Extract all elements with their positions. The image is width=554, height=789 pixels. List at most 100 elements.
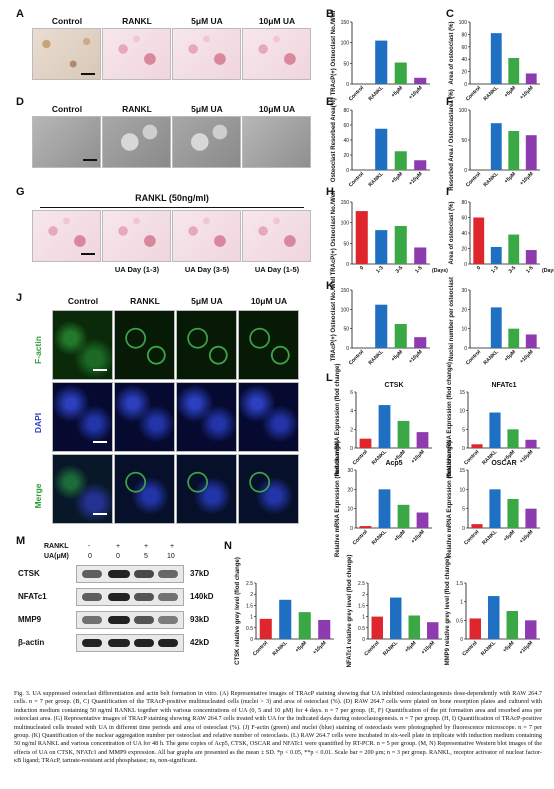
chart-e-xtick-label-2: +5μM [390, 171, 404, 185]
photo-g-day0 [32, 210, 101, 262]
chart-i-xtick-label-3: 1-5 [525, 265, 535, 275]
chart-n3-ytick-label-1: 0.5 [456, 618, 463, 624]
chart-l4-title: OSCAR [491, 460, 516, 467]
col-label-d-rankl: RANKL [122, 104, 152, 114]
chart-b-bar-3 [414, 77, 427, 84]
chart-k1-ytick-label-0: 0 [346, 346, 349, 352]
chart-k1-bar-3 [414, 337, 427, 348]
chart-l3-bar-2 [397, 504, 410, 528]
wb-size-mmp9: 93kD [190, 615, 210, 624]
chart-n1-ytick-label-2: 1 [250, 615, 253, 621]
chart-l2-ytick-label-1: 5 [462, 427, 465, 433]
chart-l4-ytick-label-3: 15 [459, 468, 465, 474]
chart-e-ytick-label-0: 0 [346, 168, 349, 174]
photo-g-day1-3 [102, 210, 171, 262]
chart-l3-bar-0 [359, 526, 372, 528]
wb-ua-lane-1: 0 [88, 553, 92, 560]
wb-ua-lane-2: 0 [116, 553, 120, 560]
wb-size-nfatc1: 140kD [190, 592, 214, 601]
chart-n2-bar-1 [390, 597, 402, 639]
chart-n1-ytick-label-5: 2.5 [246, 581, 253, 587]
chart-c-ytick-label-1: 20 [461, 70, 467, 76]
col-label-a-control: Control [51, 16, 83, 26]
chart-k2-ytick-label-2: 20 [461, 307, 467, 313]
photo-j-merge-control [52, 454, 113, 524]
photo-d-control [32, 116, 101, 168]
photo-a-rankl [102, 28, 171, 80]
chart-l1-title: CTSK [384, 382, 403, 389]
chart-n1-ytick-label-4: 2 [250, 592, 253, 598]
chart-c-xtick-label-1: RANKL [483, 85, 501, 103]
wb-rankl-lane-2: + [116, 543, 121, 550]
chart-l2-xtick-label-2: +5μM [503, 449, 517, 463]
chart-l2-bar-3 [525, 439, 537, 448]
chart-c-xtick-label-3: +10μM [519, 85, 535, 101]
chart-l1-xtick-label-2: +5μM [393, 449, 407, 463]
chart-l2-ytick-label-0: 0 [462, 446, 465, 452]
wb-rankl-lane-4: + [170, 543, 175, 550]
chart-h-ytick-label-2: 100 [341, 221, 350, 227]
chart-k1-xtick-label-1: RANKL [368, 349, 386, 367]
col-label-a-10um: 10μM UA [258, 16, 296, 26]
chart-i-ytick-label-0: 0 [464, 262, 467, 268]
chart-l2-ytick-label-3: 15 [459, 390, 465, 396]
chart-c-ytick-label-0: 0 [464, 82, 467, 88]
figure-caption: Fig. 3. UA suppressed osteoclast differe… [14, 690, 542, 765]
chart-l3-ylabel: Relative mRNA Expression (flod change) [335, 441, 341, 557]
chart-k1-xtick-label-2: +5μM [390, 349, 404, 363]
chart-n2-xtick-label-0: Control [363, 640, 381, 658]
chart-h-xtick-label-3: 1-5 [414, 265, 424, 275]
chart-n3-bar-1 [488, 596, 500, 639]
chart-b-xtick-label-2: +5μM [390, 85, 404, 99]
chart-k1-xtick-label-0: Control [348, 349, 366, 367]
col-label-a-rankl: RANKL [122, 16, 152, 26]
chart-h-days-suffix: (Days) [432, 268, 448, 274]
wb-ua-label: UA(μM) [44, 553, 69, 560]
panel-label-h: H [326, 186, 334, 198]
chart-k1-bar-1 [375, 304, 388, 348]
wb-band-nfatc1-4 [158, 593, 178, 601]
chart-i-bar-0 [473, 217, 485, 264]
chart-l4-bar-0 [471, 524, 483, 528]
chart-c-bar-1 [490, 33, 502, 84]
chart-i-bar-3 [525, 250, 537, 264]
chart-l2-xtick-label-0: Control [463, 449, 481, 467]
chart-c-ytick-label-4: 80 [461, 32, 467, 38]
chart-h-ytick-label-1: 50 [343, 241, 349, 247]
chart-k2-bar-3 [525, 334, 537, 348]
chart-e-xtick-label-0: Control [348, 171, 366, 189]
chart-b-xtick-label-1: RANKL [368, 85, 386, 103]
chart-n1-xtick-label-1: RANKL [272, 640, 290, 658]
chart-n1-xtick-label-3: +10μM [312, 640, 328, 656]
chart-h-bar-1 [375, 230, 388, 264]
chart-h-xtick-label-0: 0 [359, 265, 365, 271]
chart-n1-ytick-label-1: 0.5 [246, 626, 253, 632]
chart-n2-bar-0 [371, 616, 383, 639]
photo-j-factin-5um [176, 310, 237, 380]
chart-f-xtick-label-3: +10μM [519, 171, 535, 187]
chart-h-xtick-label-2: 3-5 [395, 265, 405, 275]
chart-l4-bar-3 [525, 508, 537, 528]
chart-n2-ytick-label-5: 2.5 [358, 581, 365, 587]
chart-i-xtick-label-1: 1-3 [490, 265, 500, 275]
chart-b-ylabel: TRAcP(+) Osteoclast No./Well [331, 10, 337, 95]
chart-l4-ytick-label-1: 5 [462, 507, 465, 513]
chart-n1-xtick-label-0: Control [252, 640, 270, 658]
chart-k2-ytick-label-3: 30 [461, 288, 467, 294]
chart-e-ytick-label-3: 60 [343, 123, 349, 129]
panel-label-b: B [326, 8, 334, 20]
chart-i-ytick-label-2: 40 [461, 231, 467, 237]
panel-label-l: L [326, 372, 333, 384]
panel-g-header-line [40, 207, 304, 208]
chart-l2-ylabel: Relative mRNA Expression (flod change) [447, 362, 453, 478]
wb-protein-mmp9: MMP9 [18, 615, 42, 624]
chart-l1-xtick-label-1: RANKL [371, 449, 389, 467]
panel-label-f: F [446, 96, 453, 108]
row-label-dapi: DAPI [33, 412, 43, 434]
chart-f-xtick-label-0: Control [465, 171, 483, 189]
wb-strip-bactin [76, 634, 184, 652]
panel-label-d: D [16, 96, 24, 108]
wb-band-ctsk-2 [108, 570, 130, 578]
wb-protein-bactin: β-actin [18, 638, 45, 647]
chart-n1-xtick-label-2: +5μM [294, 640, 308, 654]
